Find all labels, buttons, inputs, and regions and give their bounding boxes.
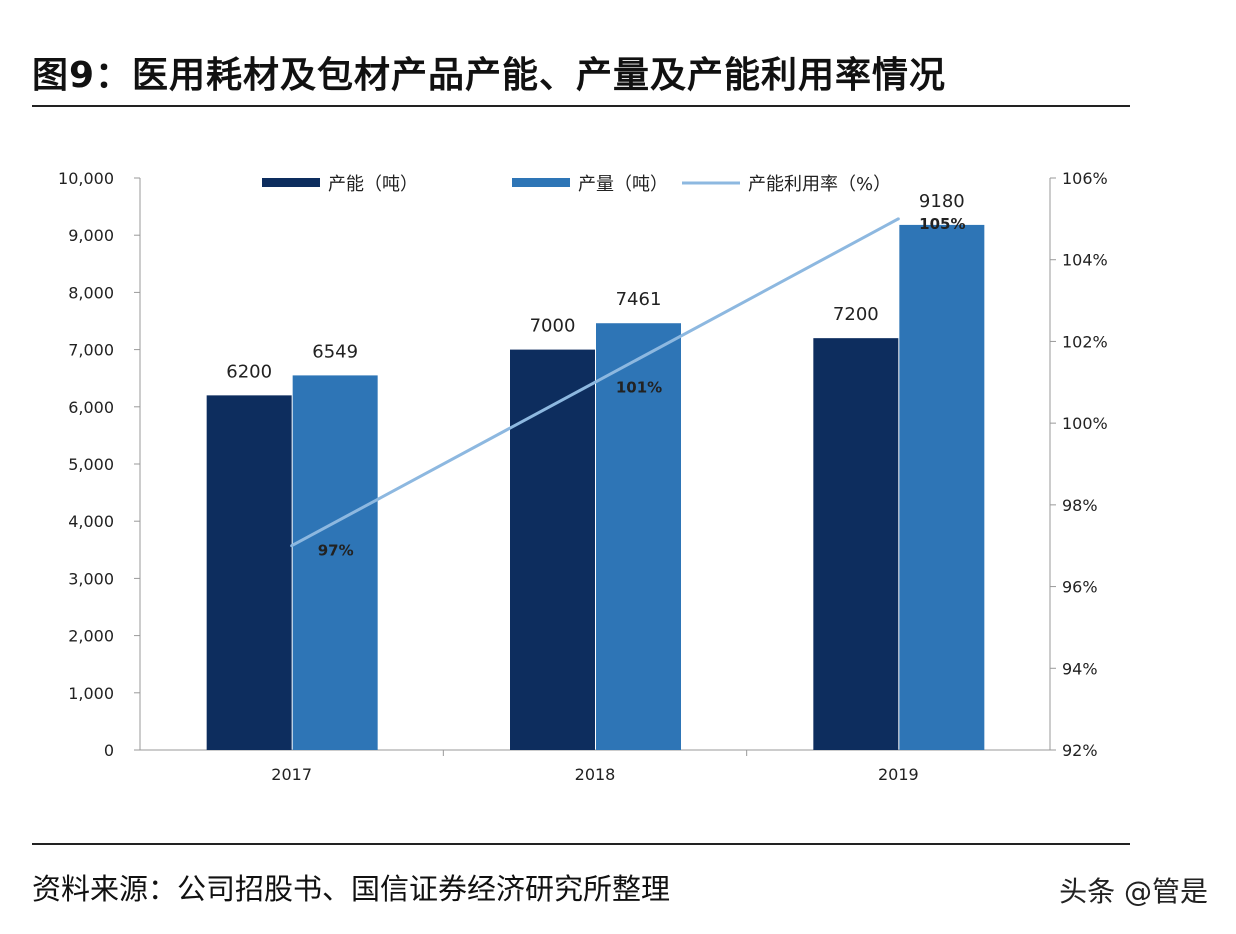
y-tick-label: 4,000 xyxy=(68,512,114,531)
bar-产能-2018 xyxy=(510,349,595,750)
line-data-label: 105% xyxy=(919,215,965,233)
x-tick-label: 2019 xyxy=(878,765,919,784)
bar-产能-2017 xyxy=(206,395,292,750)
legend-swatch xyxy=(262,178,320,187)
y-tick-label: 3,000 xyxy=(68,569,114,588)
source-note: 资料来源：公司招股书、国信证券经济研究所整理 xyxy=(32,872,671,906)
x-tick-label: 2017 xyxy=(271,765,312,784)
y2-tick-label: 94% xyxy=(1062,659,1098,678)
y-tick-label: 7,000 xyxy=(68,341,114,360)
y-tick-label: 0 xyxy=(104,741,114,760)
y-tick-label: 5,000 xyxy=(68,455,114,474)
y-tick-label: 1,000 xyxy=(68,684,114,703)
y-tick-label: 2,000 xyxy=(68,627,114,646)
y-tick-label: 6,000 xyxy=(68,398,114,417)
legend-label: 产能利用率（%） xyxy=(748,174,891,195)
line-point xyxy=(896,217,900,221)
watermark: 头条 @管是 xyxy=(1059,875,1208,908)
chart-title: 图9：医用耗材及包材产品产能、产量及产能利用率情况 xyxy=(32,55,947,96)
y2-tick-label: 102% xyxy=(1062,332,1108,351)
y-tick-label: 9,000 xyxy=(68,226,114,245)
line-data-label: 101% xyxy=(616,378,662,396)
bar-产量-2019 xyxy=(899,224,985,751)
data-label: 7200 xyxy=(833,304,879,325)
y-tick-label: 10,000 xyxy=(58,169,114,188)
legend-swatch xyxy=(512,178,570,187)
line-data-label: 97% xyxy=(318,542,354,560)
data-label: 6200 xyxy=(226,361,272,382)
line-point xyxy=(290,544,294,548)
data-label: 7000 xyxy=(530,316,576,337)
line-point xyxy=(593,380,597,384)
y2-tick-label: 98% xyxy=(1062,496,1098,515)
data-label: 6549 xyxy=(312,341,358,362)
y2-tick-label: 96% xyxy=(1062,578,1098,597)
bar-产能-2019 xyxy=(813,338,899,750)
legend-label: 产量（吨） xyxy=(578,174,668,195)
y2-tick-label: 104% xyxy=(1062,251,1108,270)
title-divider xyxy=(32,105,1130,107)
x-tick-label: 2018 xyxy=(575,765,616,784)
bar-产量-2017 xyxy=(292,375,378,750)
y2-tick-label: 106% xyxy=(1062,169,1108,188)
y2-tick-label: 92% xyxy=(1062,741,1098,760)
source-divider xyxy=(32,843,1130,845)
y2-tick-label: 100% xyxy=(1062,414,1108,433)
legend-label: 产能（吨） xyxy=(328,174,418,195)
bar-产量-2018 xyxy=(596,323,681,750)
data-label: 9180 xyxy=(919,191,965,212)
data-label: 7461 xyxy=(616,289,662,310)
y-tick-label: 8,000 xyxy=(68,283,114,302)
